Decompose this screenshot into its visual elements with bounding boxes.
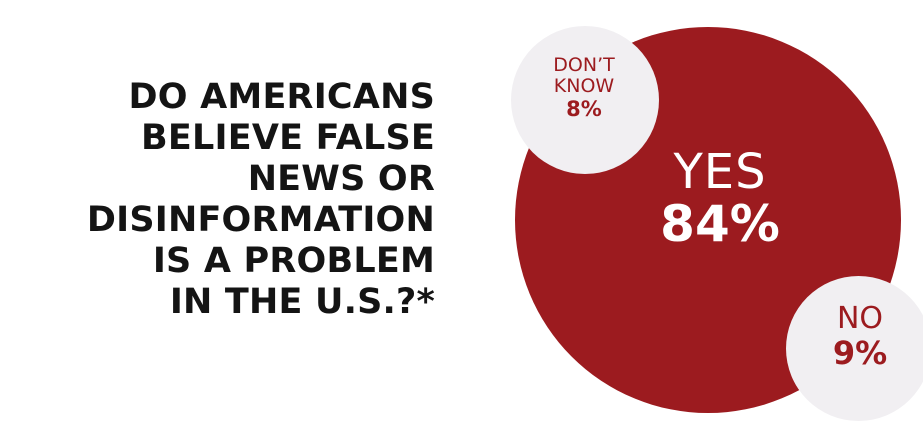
title-line-4: DISINFORMATION: [86, 200, 435, 240]
no-label: NO: [836, 301, 884, 336]
yes-label-group: YES 84%: [640, 147, 800, 251]
title-line-3: NEWS OR: [247, 159, 435, 199]
dont-know-label-line-1: DON’T: [553, 54, 615, 76]
yes-label: YES: [673, 144, 767, 200]
title-line-5: IS A PROBLEM: [152, 241, 435, 281]
chart-title: DO AMERICANS BELIEVE FALSE NEWS OR DISIN…: [5, 77, 435, 323]
no-label-group: NO 9%: [800, 301, 920, 372]
title-line-6: IN THE U.S.?*: [169, 282, 435, 322]
dont-know-value: 8%: [566, 97, 602, 121]
dont-know-label-group: DON’T KNOW 8%: [536, 54, 632, 122]
yes-value: 84%: [660, 195, 780, 253]
no-value: 9%: [832, 334, 888, 372]
no-bubble: [786, 276, 923, 421]
title-line-1: DO AMERICANS: [128, 77, 435, 117]
dont-know-bubble: [511, 26, 659, 174]
title-line-2: BELIEVE FALSE: [141, 118, 435, 158]
dont-know-label-line-2: KNOW: [553, 75, 615, 97]
